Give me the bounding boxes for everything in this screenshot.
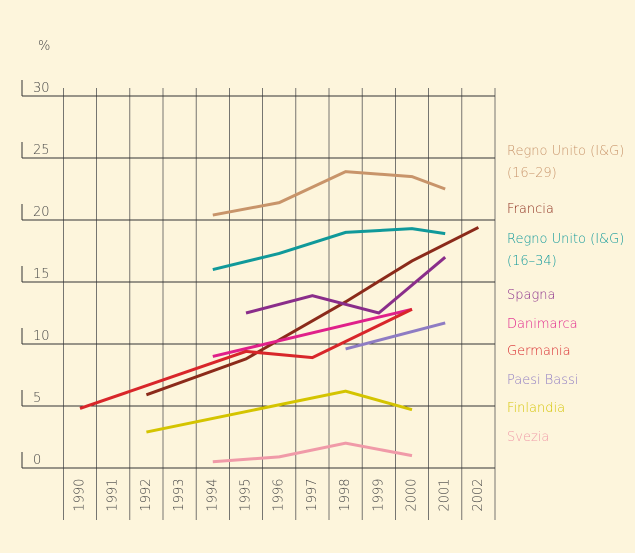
- legend-label: Svezia: [507, 430, 550, 445]
- x-tick-label: 1997: [305, 478, 320, 511]
- legend-label: Francia: [507, 202, 554, 217]
- series-line: [146, 389, 413, 434]
- y-tick-label: 15: [33, 267, 50, 282]
- y-tick-label: 25: [33, 143, 50, 158]
- x-tick-label: 1991: [106, 478, 121, 511]
- x-tick-label: 1992: [139, 478, 154, 511]
- series-line: [245, 256, 447, 315]
- legend-label: Regno Unito (I&G) (16–34): [507, 232, 625, 269]
- series-line: [345, 321, 446, 351]
- y-tick-label: 10: [33, 329, 50, 344]
- series-line: [212, 307, 413, 358]
- y-axis-label: %: [38, 39, 50, 54]
- x-tick-label: 1990: [73, 478, 88, 511]
- x-tick-label: 2000: [405, 478, 420, 511]
- x-tick-label: 1999: [371, 478, 386, 511]
- legend-label: Regno Unito (I&G) (16–29): [507, 144, 625, 181]
- y-tick-label: 5: [33, 391, 41, 406]
- y-tick-label: 30: [33, 81, 50, 96]
- legend-label: Spagna: [507, 288, 556, 303]
- x-tick-label: 2001: [438, 478, 453, 511]
- y-tick-label: 20: [33, 205, 50, 220]
- series-line: [212, 170, 446, 217]
- legend-label: Danimarca: [507, 317, 578, 332]
- x-tick-label: 1998: [338, 478, 353, 511]
- x-tick-label: 1995: [239, 478, 254, 511]
- series-line: [79, 307, 413, 410]
- x-tick-label: 1994: [205, 478, 220, 511]
- legend-label: Paesi Bassi: [507, 373, 579, 388]
- series-line: [145, 226, 480, 397]
- x-tick-label: 1996: [272, 478, 287, 511]
- legend-label: Germania: [507, 344, 571, 359]
- series-line: [212, 227, 446, 272]
- x-tick-label: 2002: [471, 478, 486, 511]
- x-tick-label: 1993: [172, 478, 187, 511]
- series-line: [212, 441, 413, 464]
- legend-label: Finlandia: [507, 401, 566, 416]
- y-tick-label: 0: [33, 453, 41, 468]
